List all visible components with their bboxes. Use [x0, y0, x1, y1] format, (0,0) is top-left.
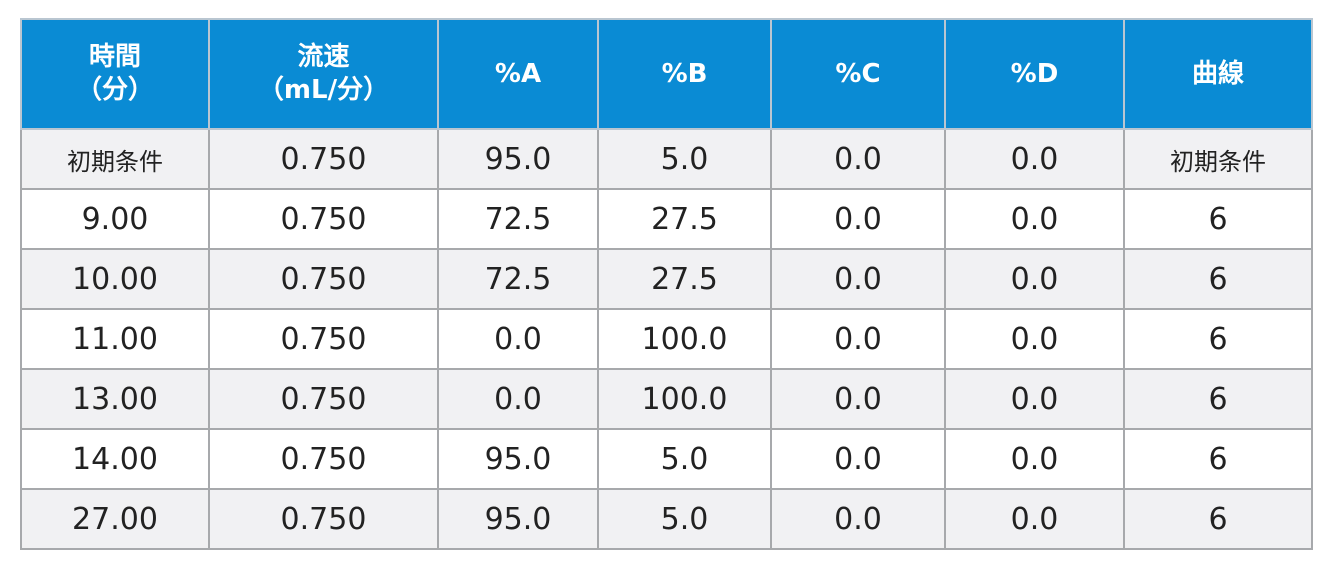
cell-percent-b: 5.0	[597, 428, 772, 490]
header-percent-c: %C	[770, 18, 946, 130]
table-row: 初期条件 0.750 95.0 5.0 0.0 0.0 初期条件	[20, 128, 1313, 190]
cell-curve: 6	[1123, 428, 1313, 490]
cell-percent-d: 0.0	[944, 308, 1125, 370]
cell-flow-rate: 0.750	[208, 188, 439, 250]
header-curve: 曲線	[1123, 18, 1313, 130]
cell-percent-a: 95.0	[437, 428, 599, 490]
cell-time: 11.00	[20, 308, 210, 370]
cell-flow-rate: 0.750	[208, 428, 439, 490]
cell-percent-d: 0.0	[944, 488, 1125, 550]
cell-percent-c: 0.0	[770, 488, 946, 550]
table-header: 時間 （分） 流速 （mL/分） %A %B %C %D 曲線	[20, 18, 1313, 130]
gradient-table-container: 時間 （分） 流速 （mL/分） %A %B %C %D 曲線 初期条件 0.7…	[20, 18, 1313, 550]
table-row: 10.00 0.750 72.5 27.5 0.0 0.0 6	[20, 248, 1313, 310]
cell-time: 13.00	[20, 368, 210, 430]
cell-time: 10.00	[20, 248, 210, 310]
cell-percent-c: 0.0	[770, 428, 946, 490]
header-percent-a: %A	[437, 18, 599, 130]
cell-flow-rate: 0.750	[208, 368, 439, 430]
cell-time: 14.00	[20, 428, 210, 490]
cell-percent-b: 27.5	[597, 248, 772, 310]
header-percent-b: %B	[597, 18, 772, 130]
cell-percent-c: 0.0	[770, 368, 946, 430]
header-row: 時間 （分） 流速 （mL/分） %A %B %C %D 曲線	[20, 18, 1313, 130]
gradient-table: 時間 （分） 流速 （mL/分） %A %B %C %D 曲線 初期条件 0.7…	[20, 18, 1313, 550]
cell-percent-a: 0.0	[437, 308, 599, 370]
table-row: 13.00 0.750 0.0 100.0 0.0 0.0 6	[20, 368, 1313, 430]
cell-percent-a: 72.5	[437, 248, 599, 310]
cell-curve: 6	[1123, 488, 1313, 550]
header-time-unit: （分）	[75, 75, 154, 105]
cell-percent-b: 100.0	[597, 368, 772, 430]
header-time-label: 時間	[88, 42, 141, 72]
header-time: 時間 （分）	[20, 18, 210, 130]
cell-percent-d: 0.0	[944, 428, 1125, 490]
header-flow-rate-label: 流速	[297, 42, 350, 72]
header-flow-rate-unit: （mL/分）	[257, 75, 390, 105]
table-row: 9.00 0.750 72.5 27.5 0.0 0.0 6	[20, 188, 1313, 250]
table-row: 27.00 0.750 95.0 5.0 0.0 0.0 6	[20, 488, 1313, 550]
cell-percent-c: 0.0	[770, 128, 946, 190]
cell-percent-a: 0.0	[437, 368, 599, 430]
cell-percent-b: 5.0	[597, 128, 772, 190]
cell-flow-rate: 0.750	[208, 488, 439, 550]
cell-percent-c: 0.0	[770, 248, 946, 310]
cell-percent-c: 0.0	[770, 308, 946, 370]
cell-time: 初期条件	[20, 128, 210, 190]
cell-percent-b: 100.0	[597, 308, 772, 370]
cell-time: 27.00	[20, 488, 210, 550]
cell-percent-a: 72.5	[437, 188, 599, 250]
table-body: 初期条件 0.750 95.0 5.0 0.0 0.0 初期条件 9.00 0.…	[20, 128, 1313, 550]
cell-percent-a: 95.0	[437, 488, 599, 550]
cell-time: 9.00	[20, 188, 210, 250]
cell-percent-c: 0.0	[770, 188, 946, 250]
table-row: 11.00 0.750 0.0 100.0 0.0 0.0 6	[20, 308, 1313, 370]
cell-percent-b: 5.0	[597, 488, 772, 550]
cell-curve: 6	[1123, 368, 1313, 430]
header-percent-d: %D	[944, 18, 1125, 130]
cell-percent-a: 95.0	[437, 128, 599, 190]
cell-percent-d: 0.0	[944, 368, 1125, 430]
cell-flow-rate: 0.750	[208, 128, 439, 190]
cell-percent-d: 0.0	[944, 248, 1125, 310]
cell-curve: 6	[1123, 308, 1313, 370]
cell-curve: 6	[1123, 248, 1313, 310]
cell-flow-rate: 0.750	[208, 248, 439, 310]
table-row: 14.00 0.750 95.0 5.0 0.0 0.0 6	[20, 428, 1313, 490]
header-flow-rate: 流速 （mL/分）	[208, 18, 439, 130]
cell-curve: 初期条件	[1123, 128, 1313, 190]
cell-percent-d: 0.0	[944, 128, 1125, 190]
cell-flow-rate: 0.750	[208, 308, 439, 370]
cell-percent-d: 0.0	[944, 188, 1125, 250]
cell-curve: 6	[1123, 188, 1313, 250]
cell-percent-b: 27.5	[597, 188, 772, 250]
